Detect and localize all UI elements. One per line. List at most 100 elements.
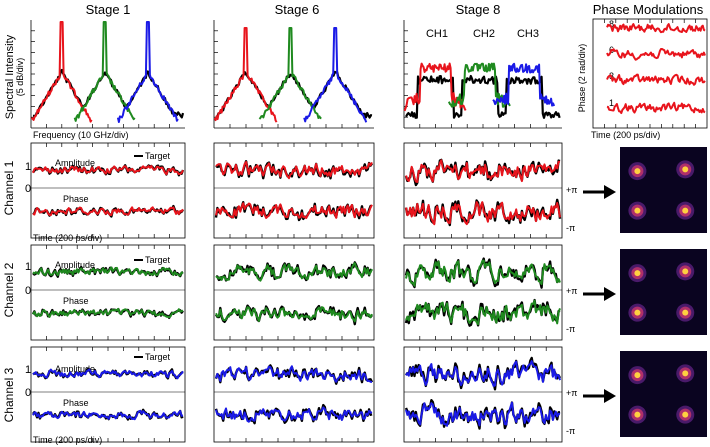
waveform-panel-ch1-stage1 [213, 142, 375, 239]
constellation-point-core [682, 268, 689, 275]
amplitude-line-ch1 [215, 161, 373, 180]
spectrum-line-ch1-stage1 [30, 21, 93, 123]
phase-mod-xlabel: Time (200 ps/div) [591, 130, 660, 140]
amplitude-target-ch2 [404, 257, 561, 289]
ch3-one-tick: 1 [25, 364, 31, 376]
channel-3-annotations: 1 0 Amplitude Phase Target Time (200 ps/… [25, 352, 577, 445]
ch1-minus-pi: -π [566, 223, 575, 233]
arrow-head [604, 287, 616, 301]
spectrum-line-ch2-stage8 [447, 62, 511, 108]
phase-trace-label-8: 8 [609, 19, 614, 29]
ch1-target-legend-text: Target [145, 151, 171, 161]
channel-names: Channel 1 Channel 2 Channel 3 [2, 160, 16, 422]
constellation-point-core [634, 168, 641, 175]
constellation-image [620, 147, 707, 233]
waveform-panel-ch3-stage2 [403, 346, 563, 443]
constellation-point-core [682, 166, 689, 173]
ch3-plus-pi: +π [566, 388, 577, 398]
channel-1-annotations: 1 0 Amplitude Phase Target Time (200 ps/… [25, 151, 577, 243]
amplitude-line-ch2 [405, 259, 561, 287]
spectrum-line-ch2-stage6 [258, 27, 322, 120]
constellation-point-core [634, 309, 641, 316]
stage-title-8: Stage 8 [456, 2, 501, 17]
ch3-minus-pi: -π [566, 426, 575, 436]
spectrum-ylabel: Spectral Intensity [4, 34, 16, 119]
spectrum-line-ch3-stage8 [492, 62, 556, 107]
arrow-head [604, 389, 616, 403]
ch3-target-legend-text: Target [145, 352, 171, 362]
channel-1-label: Channel 1 [2, 160, 16, 215]
constellation-point-core [682, 309, 689, 316]
phase-line-ch3 [405, 401, 561, 427]
spectrum-xlabel: Frequency (10 GHz/div) [33, 130, 129, 140]
phase-line-ch2 [405, 299, 561, 326]
constellation-point-core [682, 207, 689, 214]
ch2-zero-tick: 0 [25, 285, 31, 297]
constellation-point-core [634, 411, 641, 418]
amplitude-line-ch3 [215, 365, 373, 383]
ch3-zero-tick: 0 [25, 387, 31, 399]
ch2-amplitude-label: Amplitude [55, 260, 95, 270]
phase-mod-title: Phase Modulations [593, 2, 704, 17]
phase-mod-trace-6 [606, 48, 706, 61]
stage-titles: Stage 1 Stage 6 Stage 8 Phase Modulation… [86, 2, 704, 17]
ch3-label: CH3 [517, 28, 539, 40]
phase-mod-trace-3 [606, 73, 706, 86]
phase-mod-trace-1 [606, 101, 706, 115]
amplitude-line-ch1 [405, 159, 561, 183]
phase-line-ch2 [215, 306, 373, 323]
ch2-one-tick: 1 [25, 261, 31, 273]
stage-title-6: Stage 6 [275, 2, 320, 17]
ch3-xlabel: Time (200 ps/div) [33, 435, 102, 445]
phase-line-ch1 [32, 206, 184, 216]
amplitude-line-ch1 [32, 164, 184, 176]
waveform-panel-ch3-stage1 [213, 346, 375, 443]
phase-line-ch2 [32, 307, 184, 319]
constellation-point-core [634, 207, 641, 214]
phase-mod-ylabel: Phase (2 rad/div) [577, 44, 587, 113]
phase-trace-label-1: 1 [609, 98, 614, 108]
spectrum-line-ch3-stage1 [116, 21, 179, 123]
channel-2-annotations: 1 0 Amplitude Phase Target +π -π [25, 255, 577, 334]
amplitude-line-ch3 [405, 360, 561, 387]
channel-2-label: Channel 2 [2, 262, 16, 317]
phase-line-ch3 [215, 406, 373, 423]
ch2-label: CH2 [473, 28, 495, 40]
ch1-plus-pi: +π [566, 185, 577, 195]
ch1-zero-tick: 0 [25, 183, 31, 195]
spectrum-yunit: (5 dB/div) [15, 58, 25, 97]
phase-line-ch1 [215, 202, 373, 220]
ch1-label: CH1 [426, 28, 448, 40]
ch2-plus-pi: +π [566, 286, 577, 296]
ch1-one-tick: 1 [25, 161, 31, 173]
stage-title-1: Stage 1 [86, 2, 131, 17]
constellation-point-core [682, 411, 689, 418]
ch2-target-legend-text: Target [145, 255, 171, 265]
amplitude-target-ch2 [215, 261, 373, 282]
phase-target-ch3 [404, 399, 561, 430]
phase-line-ch1 [405, 201, 561, 226]
channel-3-label: Channel 3 [2, 367, 16, 422]
spectrum-line-ch1-stage6 [213, 27, 278, 123]
amplitude-line-ch2 [215, 262, 373, 282]
constellation-image [620, 249, 707, 335]
phase-line-ch3 [32, 409, 184, 421]
amplitude-line-ch2 [32, 266, 184, 277]
stage8-channel-labels: CH1 CH2 CH3 [426, 28, 539, 40]
spectrum-target-line [405, 74, 561, 119]
ch1-amplitude-label: Amplitude [55, 158, 95, 168]
constellation-point-core [682, 370, 689, 377]
ch3-phase-label: Phase [63, 398, 89, 408]
constellation-point-core [634, 270, 641, 277]
waveform-panel-ch1-stage2 [403, 142, 563, 239]
spectrum-line-ch2-stage1 [73, 21, 136, 122]
spectrum-line-ch3-stage6 [303, 27, 368, 123]
waveform-panel-ch2-stage1 [213, 244, 375, 341]
ch2-phase-label: Phase [63, 296, 89, 306]
phase-mod-trace-8 [606, 23, 706, 34]
ch1-phase-label: Phase [63, 194, 89, 204]
arrow-head [604, 185, 616, 199]
ch2-minus-pi: -π [566, 324, 575, 334]
spectrum-axis-labels: Spectral Intensity (5 dB/div) Frequency … [4, 34, 129, 140]
